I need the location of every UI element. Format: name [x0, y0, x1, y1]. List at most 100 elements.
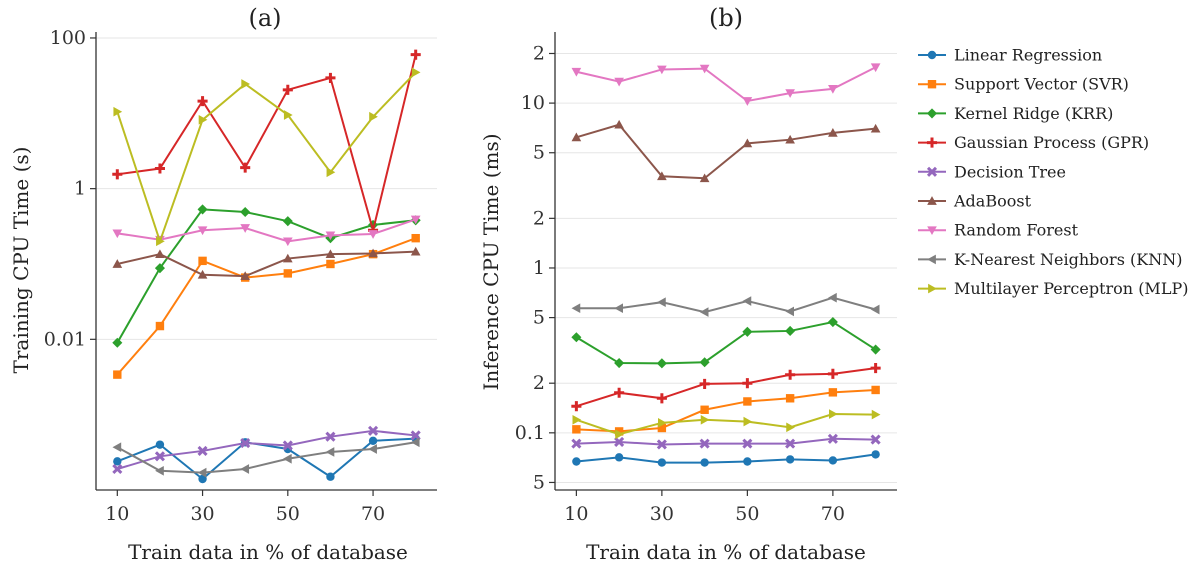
panel-b-point-decision-tree [742, 438, 753, 449]
panel-a-series-random-forest [112, 215, 421, 247]
panel-a-point-support-vector-svr [326, 259, 335, 269]
panel-b-series-k-nearest-neighbors-knn [571, 292, 880, 317]
panel-b-axes: 5 0.1 2 5 1 2 5 10 2 10 30 50 70 [515, 32, 897, 525]
panel-a-point-decision-tree [368, 425, 379, 436]
panel-a-point-decision-tree [410, 430, 421, 441]
panel-b-point-k-nearest-neighbors-knn [870, 304, 880, 315]
panel-b-point-random-forest [657, 65, 667, 75]
panel-b-title: (b) [709, 4, 743, 32]
panel-a-point-multilayer-perceptron-mlp [283, 110, 293, 120]
panel-b-point-adaboost [657, 171, 667, 181]
legend-marker-gaussian-process-gpr [926, 137, 938, 148]
panel-a-point-k-nearest-neighbors-knn [368, 444, 377, 454]
panel-a-point-adaboost [197, 269, 208, 279]
panel-b-point-gaussian-process-gpr [870, 363, 881, 374]
panel-a-series-decision-tree [112, 425, 421, 475]
panel-b-y-axis-title: Inference CPU Time (ms) [479, 133, 503, 390]
panel-b-line-random-forest [576, 66, 877, 103]
panel-b-point-adaboost [785, 134, 795, 144]
panel-b-point-decision-tree [827, 433, 838, 444]
panel-b-point-gaussian-process-gpr [742, 378, 753, 389]
panel-a-y-tick-label: 0.01 [44, 328, 86, 350]
panel-b-series-decision-tree [571, 433, 881, 450]
panel-b-point-linear-regression [785, 455, 795, 464]
panel-a-point-k-nearest-neighbors-knn [325, 447, 335, 457]
panel-a-point-adaboost [410, 246, 421, 256]
panel-a-x-tick-label: 50 [276, 503, 300, 525]
panel-b-y-tick-label: 5 [533, 471, 545, 493]
panel-a-line-k-nearest-neighbors-knn [116, 441, 416, 474]
panel-b-series-multilayer-perceptron-mlp [572, 409, 881, 440]
panel-b-line-support-vector-svr [576, 388, 876, 433]
panel-b-point-k-nearest-neighbors-knn [614, 303, 623, 314]
panel-b-point-multilayer-perceptron-mlp [572, 414, 582, 425]
legend-marker-multilayer-perceptron-mlp [928, 283, 937, 294]
panel-b-point-multilayer-perceptron-mlp [871, 409, 881, 420]
panel-a-point-kernel-ridge-krr [197, 204, 208, 215]
panel-a-point-adaboost [155, 249, 165, 259]
panel-a-point-decision-tree [282, 440, 293, 451]
panel-b-point-decision-tree [571, 438, 582, 449]
panel-a-point-kernel-ridge-krr [112, 337, 123, 348]
panel-b-point-adaboost [571, 132, 582, 142]
panel-b-point-random-forest [785, 89, 795, 98]
panel-b-point-gaussian-process-gpr [656, 393, 667, 404]
panel-b-point-linear-regression [572, 457, 581, 466]
panel-b-point-linear-regression [743, 457, 752, 466]
panel-a-series [112, 49, 421, 484]
panel-b-point-linear-regression [871, 450, 880, 459]
panel-a-y-axis-title: Training CPU Time (s) [9, 147, 33, 374]
panel-a-point-multilayer-perceptron-mlp [198, 114, 208, 125]
panel-b-point-kernel-ridge-krr [614, 358, 625, 369]
panel-b-series-random-forest [571, 63, 881, 106]
legend-marker-kernel-ridge-krr [926, 108, 938, 119]
panel-b-line-multilayer-perceptron-mlp [576, 413, 876, 436]
panel-b-point-adaboost [614, 119, 624, 129]
panel-a-point-gaussian-process-gpr [112, 169, 123, 180]
panel-a-point-k-nearest-neighbors-knn [410, 437, 420, 448]
panel-b-point-k-nearest-neighbors-knn [657, 297, 666, 308]
panel-b-point-k-nearest-neighbors-knn [785, 306, 794, 317]
panel-b-point-linear-regression [657, 458, 667, 467]
panel-b-line-decision-tree [576, 437, 876, 446]
panel-a-point-k-nearest-neighbors-knn [240, 464, 250, 474]
legend-label: Multilayer Perceptron (MLP) [954, 279, 1188, 298]
panel-b-y-tick-label: 2 [533, 207, 545, 229]
panel-b-point-gaussian-process-gpr [827, 368, 838, 379]
panel-b-line-k-nearest-neighbors-knn [576, 296, 876, 314]
legend-item-gaussian-process-gpr: Gaussian Process (GPR) [918, 133, 1149, 152]
panel-a-point-k-nearest-neighbors-knn [112, 442, 122, 453]
legend-item-support-vector-svr: Support Vector (SVR) [918, 75, 1129, 94]
panel-b-point-gaussian-process-gpr [614, 387, 625, 398]
panel-b-point-decision-tree [785, 438, 796, 449]
panel-b-point-linear-regression [700, 458, 709, 467]
panel-a-series-gaussian-process-gpr [112, 49, 421, 236]
panel-a-point-decision-tree [240, 437, 251, 449]
panel-a-point-linear-regression [155, 440, 165, 449]
panel-a-point-random-forest [240, 224, 251, 233]
panel-a-point-adaboost [325, 249, 336, 259]
panel-b-point-gaussian-process-gpr [699, 378, 710, 389]
panel-a-point-gaussian-process-gpr [325, 72, 336, 83]
legend-marker-k-nearest-neighbors-knn [927, 254, 936, 265]
panel-a-point-random-forest [325, 231, 336, 241]
legend-item-linear-regression: Linear Regression [918, 46, 1102, 65]
panel-a-line-multilayer-perceptron-mlp [116, 71, 417, 245]
panel-a-point-random-forest [282, 237, 293, 247]
panel-b-line-linear-regression [576, 453, 876, 464]
panel-b-x-tick-label: 70 [821, 503, 845, 525]
panel-b-point-multilayer-perceptron-mlp [700, 414, 710, 425]
panel-a-point-gaussian-process-gpr [282, 84, 293, 95]
panel-a-point-multilayer-perceptron-mlp [326, 167, 336, 178]
panel-a-training-time: (a) Training CPU Time (s) Train data in … [9, 4, 437, 564]
legend-item-multilayer-perceptron-mlp: Multilayer Perceptron (MLP) [918, 279, 1188, 298]
panel-a-point-multilayer-perceptron-mlp [369, 111, 378, 122]
panel-b-x-tick-label: 10 [564, 503, 588, 525]
panel-a-title: (a) [248, 4, 281, 32]
panel-b-y-tick-label: 1 [533, 257, 545, 279]
panel-b-point-kernel-ridge-krr [827, 316, 838, 328]
panel-b-line-kernel-ridge-krr [575, 320, 877, 365]
panel-b-point-kernel-ridge-krr [870, 344, 881, 355]
legend-marker-support-vector-svr [927, 80, 937, 89]
legend-item-adaboost: AdaBoost [918, 192, 1032, 211]
